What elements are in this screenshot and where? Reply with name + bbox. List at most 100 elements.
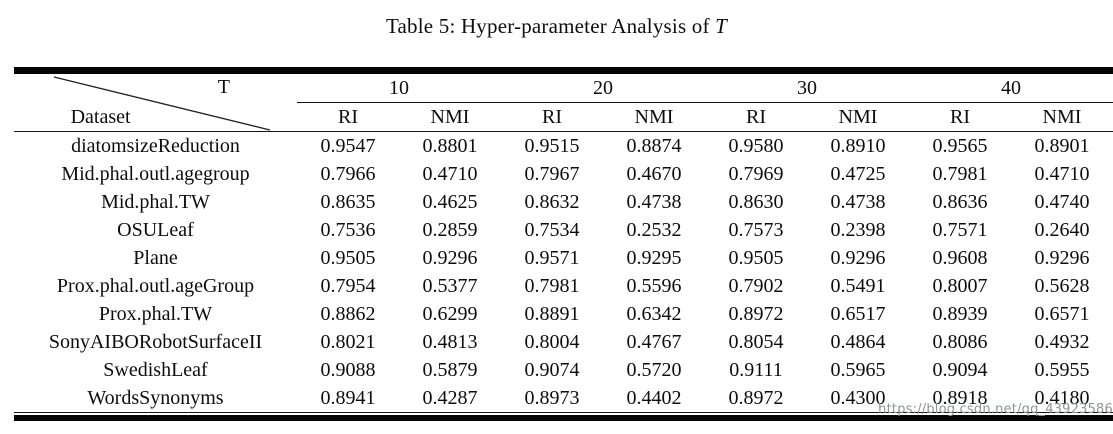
corner-param-label: T <box>217 76 230 98</box>
metric-value: 0.2532 <box>626 219 682 241</box>
metric-value: 0.7966 <box>320 163 376 185</box>
metric-value: 0.8007 <box>932 275 988 297</box>
metric-value: 0.8021 <box>320 331 376 353</box>
metric-value: 0.7902 <box>728 275 784 297</box>
table-5-wrapper: T Dataset 10 20 30 40 RI NMI RI NMI RI NMI RI N… <box>14 67 1113 421</box>
metric-value: 0.5879 <box>422 359 478 381</box>
metric-header-nmi-t30: NMI <box>807 102 909 132</box>
metric-value: 0.9580 <box>728 135 784 157</box>
metric-header-nmi-t40: NMI <box>1011 102 1113 132</box>
table-row: Mid.phal.outl.agegroup 0.7966 0.4710 0.7967… <box>14 160 1113 188</box>
metric-header-ri-t30: RI <box>705 102 807 132</box>
metric-value: 0.8801 <box>422 135 478 157</box>
metric-value: 0.8972 <box>728 303 784 325</box>
metric-value: 0.8973 <box>524 387 580 409</box>
dataset-name: Mid.phal.outl.agegroup <box>61 163 250 185</box>
metric-value: 0.7954 <box>320 275 376 297</box>
metric-value: 0.9296 <box>1034 247 1090 269</box>
dataset-name: WordsSynonyms <box>87 387 224 409</box>
table-row: diatomsizeReduction 0.9547 0.8801 0.9515 0.8… <box>14 132 1113 161</box>
table-row: WordsSynonyms 0.8941 0.4287 0.8973 0.4402 0.8… <box>14 384 1113 413</box>
table-caption: Table 5: Hyper-parameter Analysis of T <box>0 13 1113 39</box>
dataset-name: OSULeaf <box>117 219 194 241</box>
metric-value: 0.9608 <box>932 247 988 269</box>
table-row: OSULeaf 0.7536 0.2859 0.7534 0.2532 0.7573 0.2… <box>14 216 1113 244</box>
bottom-rule <box>14 415 1113 421</box>
metric-value: 0.4864 <box>830 331 886 353</box>
metric-header-ri-t20: RI <box>501 102 603 132</box>
metric-value: 0.4725 <box>830 163 886 185</box>
metric-value: 0.7571 <box>932 219 988 241</box>
metric-value: 0.8910 <box>830 135 886 157</box>
metric-value: 0.4670 <box>626 163 682 185</box>
metric-value: 0.4402 <box>626 387 682 409</box>
metric-header-ri-t10: RI <box>297 102 399 132</box>
hyperparameter-table: T Dataset 10 20 30 40 RI NMI RI NMI RI NMI RI N… <box>14 67 1113 413</box>
metric-header-nmi-t10: NMI <box>399 102 501 132</box>
metric-value: 0.7981 <box>524 275 580 297</box>
metric-value: 0.4180 <box>1034 387 1090 409</box>
metric-value: 0.4813 <box>422 331 478 353</box>
metric-value: 0.8004 <box>524 331 580 353</box>
metric-value: 0.8635 <box>320 191 376 213</box>
metric-value: 0.7981 <box>932 163 988 185</box>
metric-value: 0.8939 <box>932 303 988 325</box>
metric-value: 0.8632 <box>524 191 580 213</box>
metric-header-ri-t40: RI <box>909 102 1011 132</box>
corner-cell: T Dataset <box>14 70 297 132</box>
dataset-name: Prox.phal.outl.ageGroup <box>56 275 255 297</box>
dataset-name: SwedishLeaf <box>103 359 208 381</box>
metric-value: 0.8054 <box>728 331 784 353</box>
table-row: Prox.phal.TW 0.8862 0.6299 0.8891 0.6342 0.89… <box>14 300 1113 328</box>
table-row: Mid.phal.TW 0.8635 0.4625 0.8632 0.4738 0.863… <box>14 188 1113 216</box>
metric-value: 0.7967 <box>524 163 580 185</box>
table-row: SwedishLeaf 0.9088 0.5879 0.9074 0.5720 0.911… <box>14 356 1113 384</box>
metric-value: 0.8901 <box>1034 135 1090 157</box>
table-row: Prox.phal.outl.ageGroup 0.7954 0.5377 0.798… <box>14 272 1113 300</box>
metric-value: 0.4287 <box>422 387 478 409</box>
metric-value: 0.8918 <box>932 387 988 409</box>
group-header-t40: 40 <box>909 70 1113 103</box>
watermark-url: https://blog.csdn.net/qq_43923586 <box>878 402 1113 417</box>
table-row: SonyAIBORobotSurfaceII 0.8021 0.4813 0.8004… <box>14 328 1113 356</box>
dataset-name: SonyAIBORobotSurfaceII <box>48 331 263 353</box>
metric-value: 0.4738 <box>830 191 886 213</box>
metric-value: 0.9088 <box>320 359 376 381</box>
metric-value: 0.9571 <box>524 247 580 269</box>
metric-value: 0.5596 <box>626 275 682 297</box>
group-header-row: T Dataset 10 20 30 40 <box>14 70 1113 132</box>
metric-value: 0.4710 <box>1034 163 1090 185</box>
corner-dataset-label: Dataset <box>70 106 131 128</box>
metric-value: 0.8086 <box>932 331 988 353</box>
metric-value: 0.5720 <box>626 359 682 381</box>
metric-header-nmi-t20: NMI <box>603 102 705 132</box>
metric-value: 0.7534 <box>524 219 580 241</box>
metric-value: 0.5965 <box>830 359 886 381</box>
metric-value: 0.8636 <box>932 191 988 213</box>
metric-value: 0.9547 <box>320 135 376 157</box>
metric-value: 0.4932 <box>1034 331 1090 353</box>
metric-value: 0.5628 <box>1034 275 1090 297</box>
metric-value: 0.6571 <box>1034 303 1090 325</box>
metric-value: 0.2640 <box>1034 219 1090 241</box>
metric-value: 0.8874 <box>626 135 682 157</box>
metric-value: 0.8941 <box>320 387 376 409</box>
metric-value: 0.4767 <box>626 331 682 353</box>
dataset-name: Plane <box>133 247 178 269</box>
metric-value: 0.5377 <box>422 275 478 297</box>
table-row: Plane 0.9505 0.9296 0.9571 0.9295 0.9505 0.929… <box>14 244 1113 272</box>
metric-value: 0.4710 <box>422 163 478 185</box>
metric-value: 0.4738 <box>626 191 682 213</box>
metric-value: 0.6517 <box>830 303 886 325</box>
metric-value: 0.7536 <box>320 219 376 241</box>
metric-value: 0.7969 <box>728 163 784 185</box>
dataset-name: Mid.phal.TW <box>101 191 210 213</box>
caption-text: Table 5: Hyper-parameter Analysis of <box>385 14 716 38</box>
caption-param-symbol: T <box>715 14 728 38</box>
metric-value: 0.6299 <box>422 303 478 325</box>
metric-value: 0.4625 <box>422 191 478 213</box>
metric-value: 0.9505 <box>320 247 376 269</box>
metric-value: 0.9565 <box>932 135 988 157</box>
metric-value: 0.9296 <box>830 247 886 269</box>
metric-value: 0.4300 <box>830 387 886 409</box>
